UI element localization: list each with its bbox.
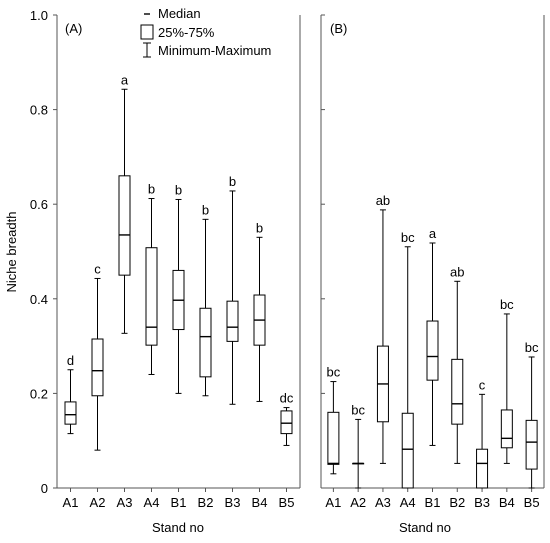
panel-a-b3-box [226,300,239,342]
panel-a-a2-box [91,338,104,397]
panel-a-b5-box [280,410,293,435]
panel-a-label: (A) [65,21,82,36]
y-tick-label-3: 0.6 [30,197,48,212]
panel-b-b1-box [426,320,439,381]
panel-a-a3-x-label: A3 [117,495,133,510]
x-axis-title-panel-b: Stand no [399,520,451,535]
panel-a-b1-group-label: b [175,182,182,197]
y-axis-ticks: 0 0.2 0.4 0.6 0.8 1.0 [30,8,325,496]
panel-a-a1-x-label: A1 [63,495,79,510]
panel-a-b1-x-label: B1 [171,495,187,510]
panel-b-a4-box [401,412,414,489]
panel-a-a1-box [64,401,77,425]
panel-a-a3-box [118,175,131,276]
panel-b-b3-x-label: B3 [474,495,490,510]
panel-b-a1-x-label: A1 [325,495,341,510]
panel-b-a3-x-label: A3 [375,495,391,510]
y-tick-label-2: 0.4 [30,292,48,307]
panel-b-b5-group-label: bc [525,340,539,355]
panel-b-a4-group-label: bc [401,230,415,245]
panel-a-b3-group-label: b [229,174,236,189]
panel-a-b2-group-label: b [202,202,209,217]
panel-a-b4-x-label: B4 [252,495,268,510]
y-axis-title: Niche breadth [4,212,19,293]
panel-b-marks: A1 bc A2 bc A3 ab A4 bc B1 a B2 ab B3 c B4 bc B5 bc [325,193,539,510]
legend-box-symbol [140,24,154,40]
panel-b-b3-group-label: c [479,377,486,392]
y-tick-label-5: 1.0 [30,8,48,23]
panel-b-b2-group-label: ab [450,264,464,279]
panel-b-b4-x-label: B4 [499,495,515,510]
panel-a-b4-group-label: b [256,220,263,235]
panel-a-a4-x-label: A4 [144,495,160,510]
panel-a-a1-group-label: d [67,353,74,368]
legend-median-label: Median [158,6,201,21]
panel-a-a2-x-label: A2 [90,495,106,510]
panel-a-a2-group-label: c [94,261,101,276]
panel-b-b4-box [500,409,513,449]
panel-b-b5-box [525,419,538,470]
panel-a-b2-x-label: B2 [198,495,214,510]
y-tick-label-1: 0.2 [30,386,48,401]
panel-a-a4-group-label: b [148,182,155,197]
panel-b-a1-group-label: bc [327,365,341,380]
panel-a-b5-group-label: dc [280,391,294,406]
legend-whisker-symbol [143,42,151,58]
y-tick-label-0: 0 [41,481,48,496]
panel-b-b3-box [476,448,489,489]
panel-a-marks: A1 d A2 c A3 a A4 b B1 b B2 b B3 b B4 b B5 dc [63,72,295,510]
panel-b-a2-group-label: bc [351,402,365,417]
panel-a-b2-box [199,307,212,378]
panel-b-a4-x-label: A4 [400,495,416,510]
panel-b-label: (B) [330,21,347,36]
panel-b-b2-box [451,358,464,425]
panel-a-a3-group-label: a [121,72,129,87]
panel-a-b3-x-label: B3 [225,495,241,510]
legend: Median 25%-75% Minimum-Maximum [140,6,271,58]
legend-whisker-label: Minimum-Maximum [158,43,271,58]
panel-b-b4-group-label: bc [500,297,514,312]
panel-b-b2-x-label: B2 [449,495,465,510]
panel-b-a3-group-label: ab [376,193,390,208]
panel-a-b5-x-label: B5 [279,495,295,510]
y-tick-label-4: 0.8 [30,103,48,118]
panel-b-b1-group-label: a [429,226,437,241]
legend-box-label: 25%-75% [158,25,215,40]
panel-b-b5-x-label: B5 [524,495,540,510]
panel-b-a2-x-label: A2 [350,495,366,510]
x-axis-title-panel-a: Stand no [152,520,204,535]
panel-a-a4-box [145,247,158,346]
panel-b-a1-box [327,411,340,465]
panel-b-b1-x-label: B1 [425,495,441,510]
